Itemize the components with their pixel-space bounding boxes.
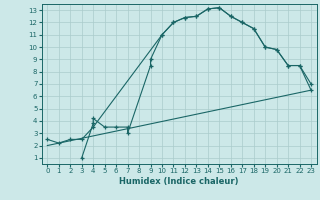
X-axis label: Humidex (Indice chaleur): Humidex (Indice chaleur) bbox=[119, 177, 239, 186]
